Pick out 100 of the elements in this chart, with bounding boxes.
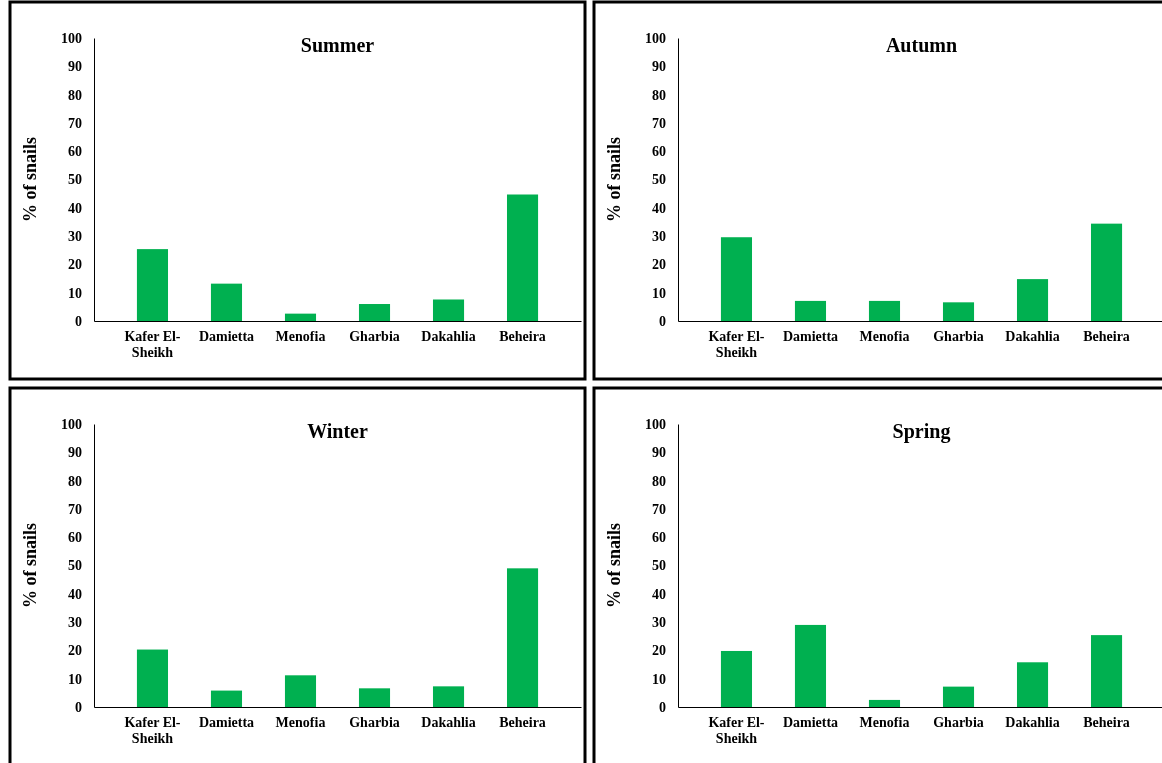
bar: [136, 649, 169, 707]
y-axis-title: % of snails: [604, 522, 624, 609]
x-tick-label: Menofia: [275, 328, 326, 344]
y-tick-label: 70: [652, 501, 666, 517]
y-tick-label: 50: [652, 558, 666, 574]
y-tick-label: 60: [652, 144, 666, 160]
bar: [868, 699, 901, 707]
bar: [210, 283, 243, 321]
x-tick-label: Damietta: [198, 328, 255, 344]
y-tick-label: 50: [68, 558, 82, 574]
x-tick-label: Gharbia: [349, 714, 400, 730]
y-tick-label: 100: [645, 30, 666, 46]
y-tick-label: 40: [68, 200, 82, 216]
bar: [432, 299, 465, 321]
y-tick-label: 50: [68, 172, 82, 188]
y-tick-label: 80: [652, 473, 666, 489]
chart-title: Spring: [892, 420, 951, 443]
bar: [720, 237, 753, 321]
y-tick-label: 90: [652, 59, 666, 75]
y-tick-label: 40: [68, 586, 82, 602]
chart-title: Autumn: [885, 34, 958, 56]
bar: [506, 194, 539, 321]
x-tick-label: Beheira: [1083, 714, 1130, 730]
y-tick-label: 10: [652, 285, 666, 301]
x-tick-label: Kafer El-Sheikh: [124, 714, 181, 747]
y-tick-label: 50: [652, 172, 666, 188]
y-tick-label: 0: [659, 699, 666, 715]
bar: [794, 624, 827, 707]
y-tick-label: 60: [68, 144, 82, 160]
y-tick-label: 10: [68, 671, 82, 687]
y-tick-label: 90: [68, 445, 82, 461]
x-tick-label: Damietta: [198, 714, 255, 730]
y-tick-label: 70: [652, 115, 666, 131]
x-tick-label: Kafer El-Sheikh: [708, 714, 765, 747]
y-axis-title: % of snails: [604, 136, 624, 223]
y-tick-label: 60: [652, 530, 666, 546]
y-tick-label: 80: [68, 473, 82, 489]
bar: [358, 304, 391, 321]
bar: [284, 675, 317, 707]
y-tick-label: 90: [652, 445, 666, 461]
x-tick-label: Beheira: [499, 328, 546, 344]
y-tick-label: 10: [652, 671, 666, 687]
y-tick-label: 40: [652, 586, 666, 602]
y-tick-label: 10: [68, 285, 82, 301]
x-tick-label: Damietta: [782, 328, 839, 344]
y-tick-label: 100: [61, 30, 82, 46]
y-tick-label: 20: [652, 257, 666, 273]
y-tick-label: 80: [68, 87, 82, 103]
x-tick-label: Dakahlia: [1005, 714, 1060, 730]
y-tick-label: 20: [652, 643, 666, 659]
y-tick-label: 0: [75, 313, 82, 329]
y-tick-label: 20: [68, 643, 82, 659]
x-tick-label: Beheira: [499, 714, 546, 730]
y-tick-label: 60: [68, 530, 82, 546]
bar: [942, 302, 975, 321]
x-tick-label: Gharbia: [933, 714, 984, 730]
bar: [210, 690, 243, 707]
chart-title: Summer: [300, 34, 375, 56]
y-tick-label: 0: [659, 313, 666, 329]
y-tick-label: 80: [652, 87, 666, 103]
bar: [136, 249, 169, 321]
bar: [284, 313, 317, 321]
x-tick-label: Menofia: [275, 714, 326, 730]
y-tick-label: 30: [652, 229, 666, 245]
x-tick-label: Menofia: [859, 714, 910, 730]
x-tick-label: Dakahlia: [421, 328, 476, 344]
bar: [794, 300, 827, 321]
bar: [432, 686, 465, 707]
bar: [1090, 635, 1123, 707]
y-axis-title: % of snails: [20, 136, 40, 223]
bar: [1090, 223, 1123, 321]
y-tick-label: 70: [68, 501, 82, 517]
bar: [358, 688, 391, 707]
bar: [506, 568, 539, 707]
bar: [942, 686, 975, 707]
y-tick-label: 40: [652, 200, 666, 216]
y-axis-title: % of snails: [20, 522, 40, 609]
x-tick-label: Menofia: [859, 328, 910, 344]
chart-title: Winter: [307, 420, 368, 442]
y-tick-label: 30: [652, 615, 666, 631]
x-tick-label: Damietta: [782, 714, 839, 730]
x-tick-label: Kafer El-Sheikh: [708, 328, 765, 361]
y-tick-label: 70: [68, 115, 82, 131]
bar: [1016, 279, 1049, 321]
bar: [1016, 662, 1049, 707]
x-tick-label: Dakahlia: [421, 714, 476, 730]
y-tick-label: 20: [68, 257, 82, 273]
y-tick-label: 30: [68, 229, 82, 245]
y-tick-label: 0: [75, 699, 82, 715]
x-tick-label: Dakahlia: [1005, 328, 1060, 344]
bar: [868, 300, 901, 321]
bar: [720, 650, 753, 707]
x-tick-label: Kafer El-Sheikh: [124, 328, 181, 361]
y-tick-label: 100: [645, 416, 666, 432]
y-tick-label: 30: [68, 615, 82, 631]
y-tick-label: 90: [68, 59, 82, 75]
x-tick-label: Gharbia: [349, 328, 400, 344]
x-tick-label: Beheira: [1083, 328, 1130, 344]
x-tick-label: Gharbia: [933, 328, 984, 344]
y-tick-label: 100: [61, 416, 82, 432]
